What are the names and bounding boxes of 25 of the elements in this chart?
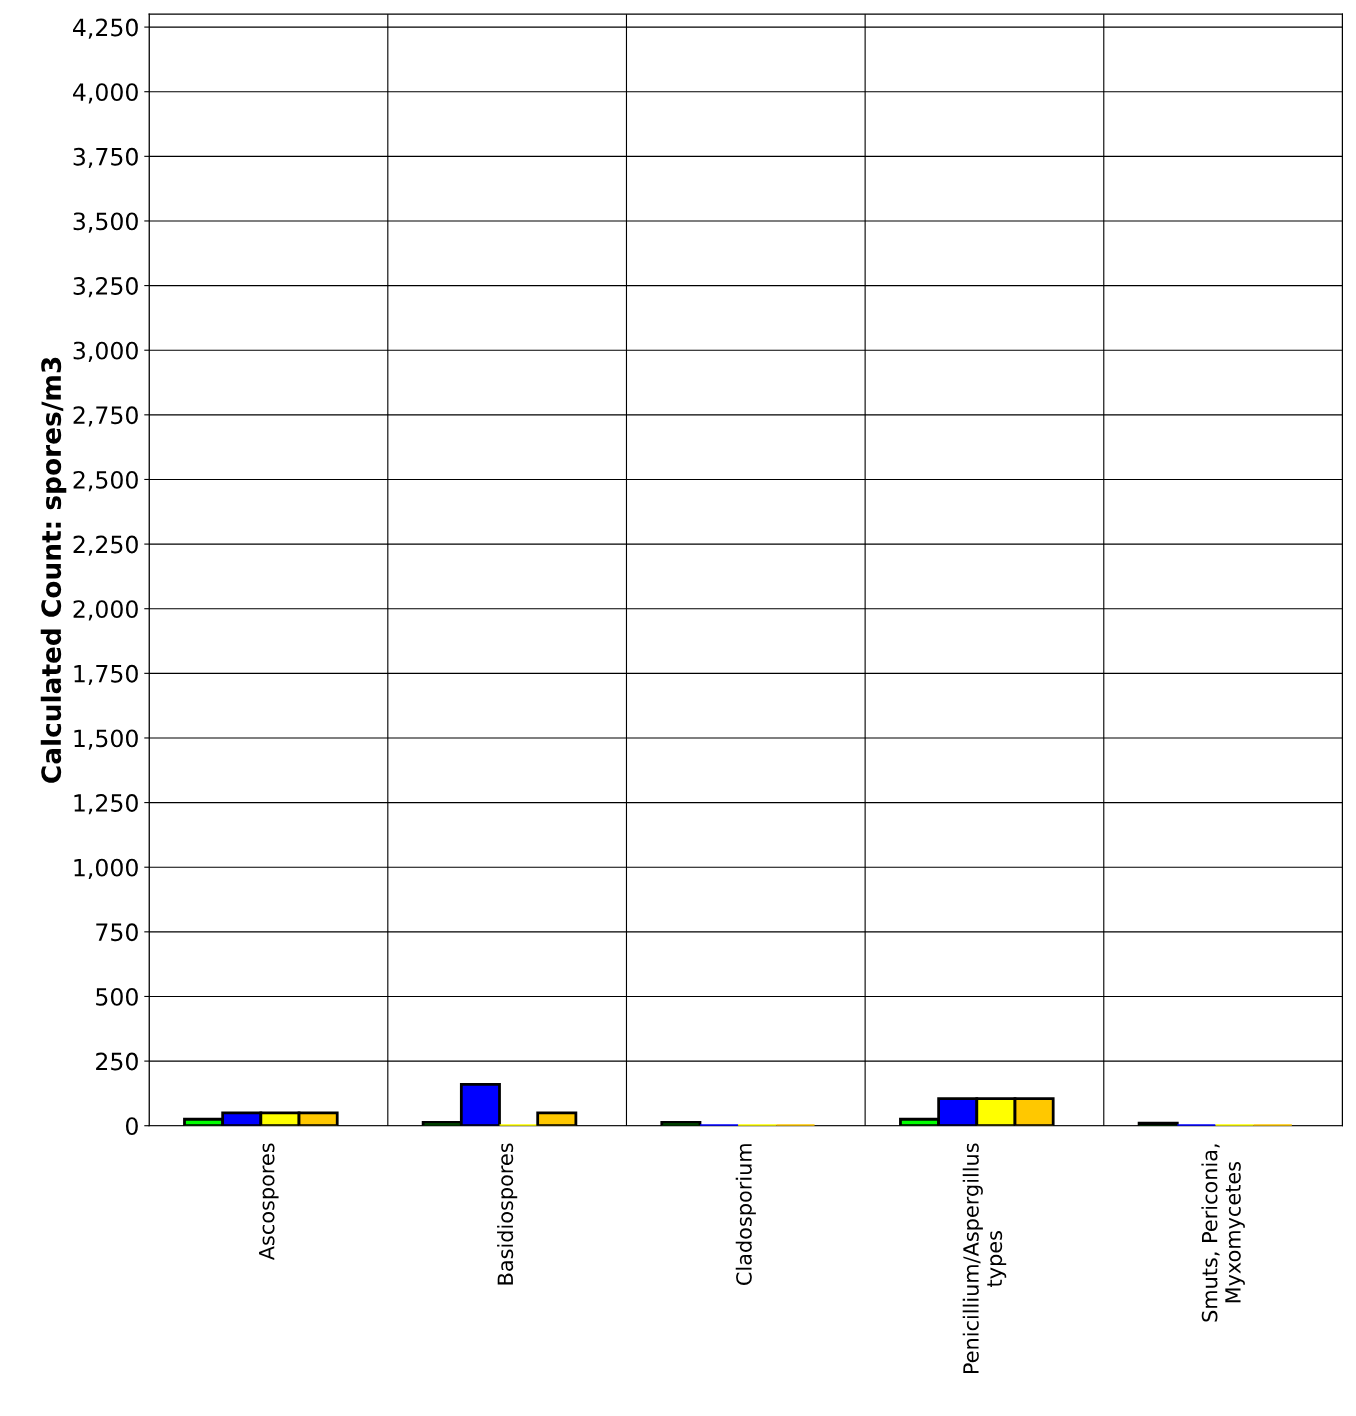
y-tick-label: 0 (125, 1117, 138, 1136)
y-tick-label: 250 (96, 1052, 138, 1071)
y-tick-label: 2,500 (73, 470, 138, 492)
x-tick-label: Cladosporium (735, 1144, 756, 1285)
y-tick-label: 1,500 (74, 729, 138, 750)
y-tick-label: 4,250 (73, 18, 138, 39)
y-tick-label: 1,750 (74, 664, 138, 686)
y-tick-label: 2,750 (73, 406, 138, 427)
bar (536, 1111, 578, 1126)
x-tick-label: Ascospores (259, 1143, 279, 1261)
y-tick-label: 3,000 (73, 341, 138, 362)
y-tick-label: 500 (96, 987, 138, 1006)
x-tick-label: Basidiospores (497, 1143, 518, 1285)
y-tick-label: 3,500 (73, 212, 138, 233)
y-tick-label: 1,000 (74, 858, 138, 879)
y-tick-label: 3,250 (73, 277, 138, 298)
y-tick-label: 4,000 (73, 83, 138, 104)
y-tick-label: 2,000 (73, 600, 138, 621)
x-tick-label: Smuts, Periconia, Myxomycetes (1201, 1144, 1245, 1322)
y-axis-title: Calculated Count: spores/m3 (40, 357, 67, 783)
y-tick-label: 3,750 (73, 147, 138, 169)
x-tick-label: Penicillium/Aspergillus types (962, 1143, 1007, 1374)
y-tick-label: 1,250 (74, 794, 138, 815)
y-tick-label: 2,250 (73, 535, 138, 556)
y-tick-label: 750 (96, 923, 138, 942)
